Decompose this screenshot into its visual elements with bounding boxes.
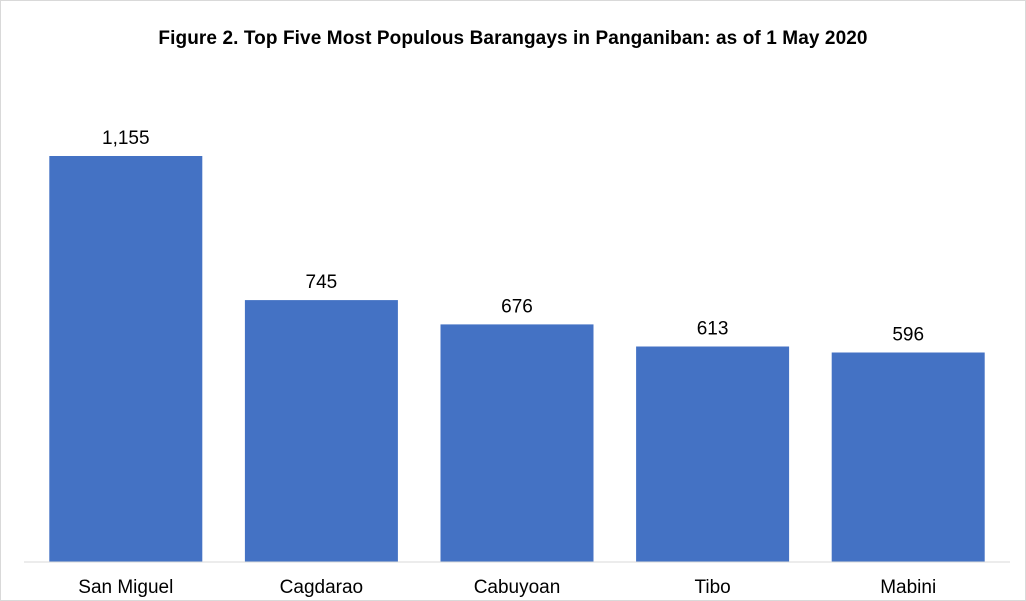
bar-cabuyoan: [440, 324, 594, 562]
bar-mabini: [831, 352, 985, 562]
category-label: San Miguel: [78, 577, 173, 598]
bars-layer: [49, 156, 985, 562]
category-label: Cagdarao: [280, 577, 363, 598]
bar-tibo: [636, 346, 790, 562]
value-label: 1,155: [102, 128, 150, 149]
labels-layer: 1,155 San Miguel 745 Cagdarao 676 Cabuyoan 613…: [78, 128, 936, 598]
value-label: 613: [697, 319, 729, 340]
value-label: 676: [501, 296, 533, 317]
category-label: Tibo: [694, 577, 730, 598]
category-label: Cabuyoan: [474, 577, 561, 598]
value-label: 596: [892, 325, 924, 346]
category-label: Mabini: [880, 577, 936, 598]
bar-san-miguel: [49, 156, 203, 562]
chart-title: Figure 2. Top Five Most Populous Baranga…: [158, 28, 868, 49]
value-label: 745: [306, 272, 338, 293]
bar-cagdarao: [244, 300, 398, 562]
